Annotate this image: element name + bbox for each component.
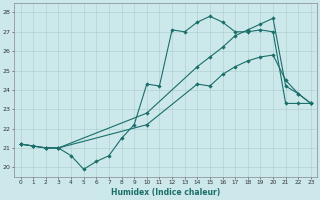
X-axis label: Humidex (Indice chaleur): Humidex (Indice chaleur) xyxy=(111,188,220,197)
